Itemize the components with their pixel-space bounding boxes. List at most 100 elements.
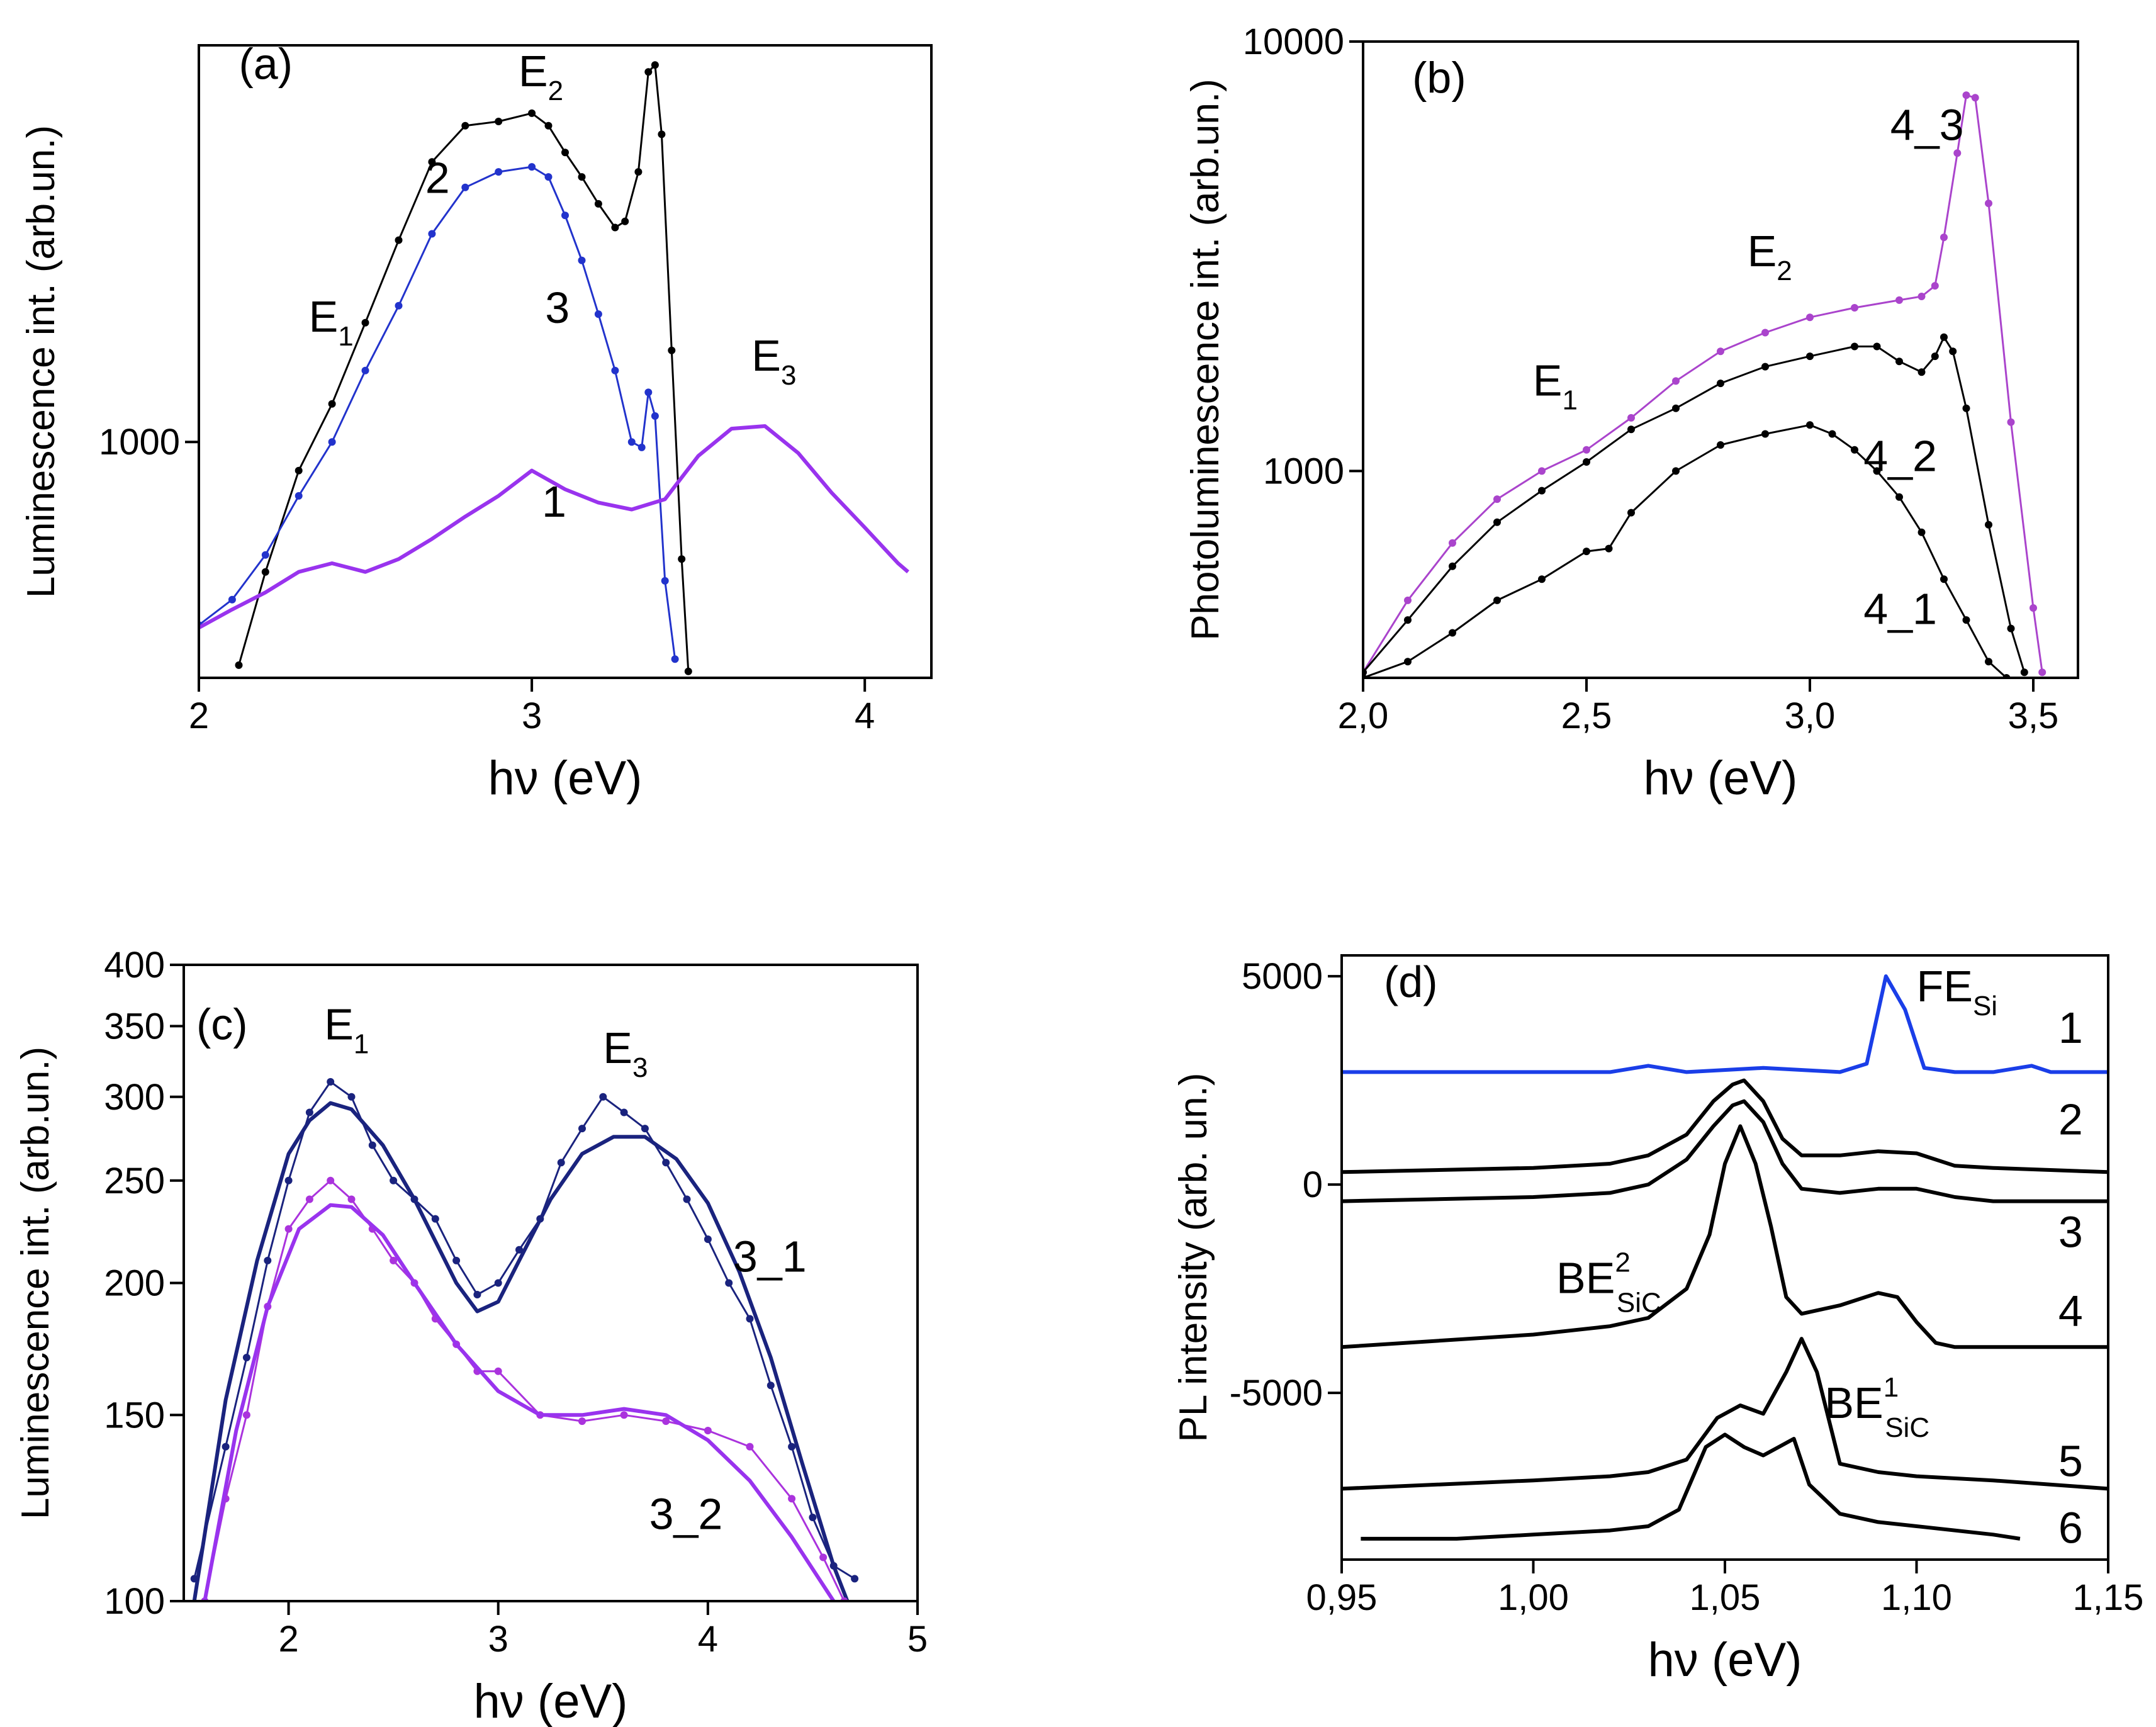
data-point xyxy=(228,595,236,604)
data-point xyxy=(1917,293,1926,300)
data-point xyxy=(683,1195,691,1203)
data-point xyxy=(1962,404,1970,412)
series-line-2 xyxy=(238,64,690,672)
data-point xyxy=(1806,352,1814,361)
annotation: 2 xyxy=(2058,1095,2083,1144)
data-point xyxy=(1538,467,1546,475)
data-point xyxy=(347,1195,356,1203)
series-line-2 xyxy=(1342,1078,2108,1174)
data-point xyxy=(1828,430,1836,438)
data-point xyxy=(671,655,679,663)
data-point xyxy=(473,1291,481,1298)
data-point xyxy=(361,318,369,327)
data-point xyxy=(1851,446,1858,454)
data-point xyxy=(242,1411,250,1419)
data-point xyxy=(2007,624,2015,633)
data-point xyxy=(494,1279,502,1287)
x-tick-label: 2,5 xyxy=(1561,695,1612,736)
series-line-3_1-fit xyxy=(192,1101,850,1601)
data-point xyxy=(1851,342,1858,351)
data-point xyxy=(594,200,602,208)
data-point xyxy=(1493,495,1501,503)
y-axis-label: PL intensity (arb. un.) xyxy=(1172,1073,1215,1443)
data-point xyxy=(746,1443,754,1451)
data-point xyxy=(644,388,653,397)
annotation: E3 xyxy=(751,331,796,391)
series-line-1 xyxy=(1342,974,2108,1074)
x-tick-label: 3,0 xyxy=(1785,695,1836,736)
y-axis-label: Luminescence int. (arb.un.) xyxy=(14,1047,57,1519)
x-tick-label: 3 xyxy=(488,1619,508,1660)
data-point xyxy=(1949,347,1957,356)
y-tick-label: 5000 xyxy=(1242,956,1323,997)
y-tick-label: 150 xyxy=(104,1395,165,1436)
data-point xyxy=(1873,342,1881,351)
x-tick-label: 1,05 xyxy=(1690,1577,1761,1618)
annotation: E2 xyxy=(519,47,563,106)
x-tick-label: 4 xyxy=(855,695,875,736)
data-point xyxy=(222,1443,230,1451)
data-point xyxy=(395,301,403,310)
annotation: BE1 SiC xyxy=(1824,1372,1929,1443)
annotation: 4_3 xyxy=(1890,100,1964,149)
data-point xyxy=(347,1093,356,1101)
data-point xyxy=(261,551,269,559)
data-point xyxy=(495,168,503,176)
data-point xyxy=(2020,668,2028,677)
series-line-1 xyxy=(199,424,909,630)
data-point xyxy=(819,1553,828,1561)
data-point xyxy=(515,1246,523,1254)
data-point xyxy=(2038,668,2047,677)
data-point xyxy=(428,230,436,238)
data-point xyxy=(1962,91,1970,99)
x-tick-label: 1,15 xyxy=(2073,1577,2144,1618)
data-point xyxy=(1404,658,1412,666)
annotation: (c) xyxy=(196,1000,248,1049)
data-point xyxy=(295,466,303,475)
x-axis-label: hν (eV) xyxy=(488,751,643,805)
data-point xyxy=(1962,616,1970,624)
data-point xyxy=(1931,352,1939,361)
data-point xyxy=(704,1235,712,1243)
axes-frame xyxy=(1362,40,2079,679)
annotation: 3 xyxy=(545,283,570,332)
axes-frame xyxy=(182,964,919,1602)
data-point xyxy=(431,1215,439,1223)
y-tick-label: 400 xyxy=(104,945,165,986)
data-point xyxy=(704,1427,712,1434)
annotation: E1 xyxy=(1533,356,1578,415)
y-tick-label: 100 xyxy=(104,1581,165,1622)
x-tick-label: 3,5 xyxy=(2008,695,2059,736)
x-tick-label: 2 xyxy=(278,1619,298,1660)
data-point xyxy=(528,109,536,117)
data-point xyxy=(678,555,686,563)
annotation: E2 xyxy=(1748,227,1792,286)
series-line-5 xyxy=(1342,1337,2108,1491)
data-point xyxy=(495,118,503,125)
data-point xyxy=(1940,233,1948,242)
series-group xyxy=(1363,91,2047,678)
annotation: FESi xyxy=(1917,962,1998,1021)
axes-frame xyxy=(1340,954,2109,1561)
x-tick-label: 0,95 xyxy=(1306,1577,1378,1618)
annotation: E3 xyxy=(603,1023,648,1083)
data-point xyxy=(1404,616,1412,624)
y-tick-label: 0 xyxy=(1303,1164,1323,1205)
data-point xyxy=(658,130,666,138)
annotation: 4_2 xyxy=(1863,431,1937,480)
data-point xyxy=(452,1256,461,1264)
annotation: 2 xyxy=(425,153,450,202)
x-tick-label: 1,10 xyxy=(1881,1577,1952,1618)
data-point xyxy=(1672,377,1680,385)
data-point xyxy=(746,1315,754,1323)
data-point xyxy=(1953,149,1962,157)
annotation: 4_1 xyxy=(1863,585,1937,634)
data-point xyxy=(1985,658,1992,666)
data-point xyxy=(557,1159,565,1167)
y-axis-label: Photoluminescence int. (arb.un.) xyxy=(1184,79,1227,641)
data-point xyxy=(1672,467,1680,475)
series-line-4 xyxy=(1342,1124,2108,1349)
annotation: 4 xyxy=(2058,1286,2083,1336)
data-point xyxy=(1761,430,1769,438)
